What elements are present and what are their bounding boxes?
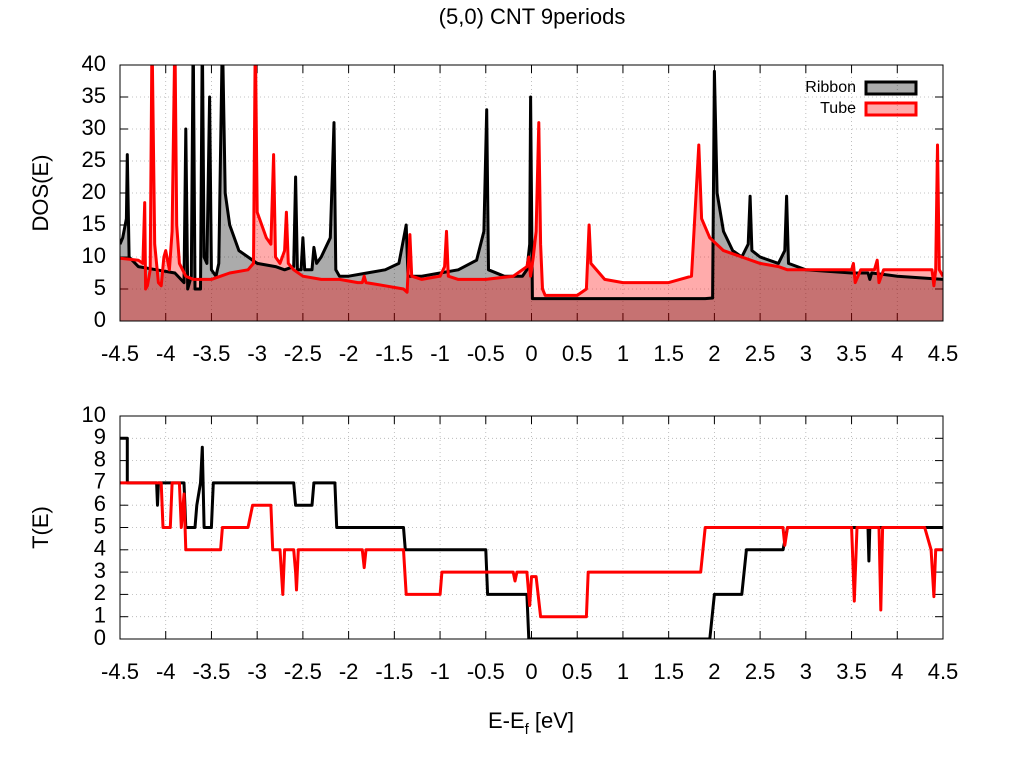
y-tick-label: 5 <box>94 275 106 300</box>
x-tick-label: -4.5 <box>101 341 139 366</box>
y-tick-label: 20 <box>82 179 106 204</box>
y-tick-label: 5 <box>94 513 106 538</box>
y-tick-label: 30 <box>82 115 106 140</box>
series-line <box>120 436 943 639</box>
x-tick-label: -0.5 <box>467 659 505 684</box>
y-tick-label: 1 <box>94 603 106 628</box>
x-tick-label: -2 <box>339 341 359 366</box>
y-tick-label: 40 <box>82 51 106 76</box>
legend-label: Ribbon <box>805 79 856 96</box>
x-tick-label: -4 <box>156 341 176 366</box>
plot-area <box>120 65 943 321</box>
x-tick-label: -4 <box>156 659 176 684</box>
y-tick-label: 0 <box>94 625 106 650</box>
x-tick-label: 1 <box>617 659 629 684</box>
y-tick-label: 0 <box>94 307 106 332</box>
legend-label: Tube <box>820 100 856 117</box>
x-tick-label: 0 <box>525 341 537 366</box>
x-tick-label: 4 <box>891 341 903 366</box>
x-tick-label: -1 <box>430 341 450 366</box>
legend-swatch <box>864 101 918 117</box>
y-tick-label: 4 <box>94 536 106 561</box>
x-axis-label-part: f <box>525 721 530 738</box>
y-tick-label: 6 <box>94 491 106 516</box>
x-tick-label: -2 <box>339 659 359 684</box>
x-tick-label: -1.5 <box>375 659 413 684</box>
x-tick-label: 4.5 <box>928 659 959 684</box>
x-tick-label: 3 <box>800 659 812 684</box>
x-axis-label-part: [eV] <box>529 708 574 733</box>
x-tick-label: 3.5 <box>836 341 867 366</box>
plot-frame <box>119 64 944 322</box>
x-tick-label: 0.5 <box>562 659 593 684</box>
y-tick-label: 3 <box>94 558 106 583</box>
y-tick-label: 8 <box>94 446 106 471</box>
area-fill <box>120 65 943 321</box>
x-tick-label: 1.5 <box>653 341 684 366</box>
x-tick-label: -0.5 <box>467 341 505 366</box>
plot-area <box>120 436 943 639</box>
y-axis-label: T(E) <box>28 506 53 549</box>
chart-title: (5,0) CNT 9periods <box>439 4 626 29</box>
y-tick-label: 25 <box>82 147 106 172</box>
x-tick-label: 0 <box>525 659 537 684</box>
x-tick-label: -2.5 <box>284 341 322 366</box>
x-tick-label: -3.5 <box>192 341 230 366</box>
x-tick-label: -4.5 <box>101 659 139 684</box>
x-tick-label: 3 <box>800 341 812 366</box>
x-axis-label-part: E-E <box>488 708 525 733</box>
area-fill <box>120 65 943 321</box>
x-tick-label: -3 <box>247 341 267 366</box>
x-tick-label: 0.5 <box>562 341 593 366</box>
legend-swatch <box>864 80 918 96</box>
x-tick-label: 2.5 <box>745 341 776 366</box>
y-tick-label: 7 <box>94 469 106 494</box>
x-tick-label: -3.5 <box>192 659 230 684</box>
y-tick-label: 10 <box>82 243 106 268</box>
y-tick-label: 10 <box>82 402 106 427</box>
x-tick-label: -1.5 <box>375 341 413 366</box>
x-tick-label: 2.5 <box>745 659 776 684</box>
x-tick-label: 1 <box>617 341 629 366</box>
y-tick-label: 35 <box>82 83 106 108</box>
y-tick-label: 15 <box>82 211 106 236</box>
series-line <box>120 65 943 301</box>
x-tick-label: -1 <box>430 659 450 684</box>
y-tick-label: 2 <box>94 580 106 605</box>
x-tick-label: 2 <box>708 341 720 366</box>
plot-frame <box>119 415 944 640</box>
x-tick-label: 4 <box>891 659 903 684</box>
x-axis-label: E-Ef [eV] <box>488 708 574 739</box>
x-tick-label: -3 <box>247 659 267 684</box>
series-line <box>120 481 943 619</box>
x-tick-label: 2 <box>708 659 720 684</box>
y-tick-label: 9 <box>94 424 106 449</box>
x-tick-label: 1.5 <box>653 659 684 684</box>
x-tick-label: -2.5 <box>284 659 322 684</box>
x-tick-label: 4.5 <box>928 341 959 366</box>
y-axis-label: DOS(E) <box>28 155 53 232</box>
series-line <box>120 65 943 297</box>
x-tick-label: 3.5 <box>836 659 867 684</box>
